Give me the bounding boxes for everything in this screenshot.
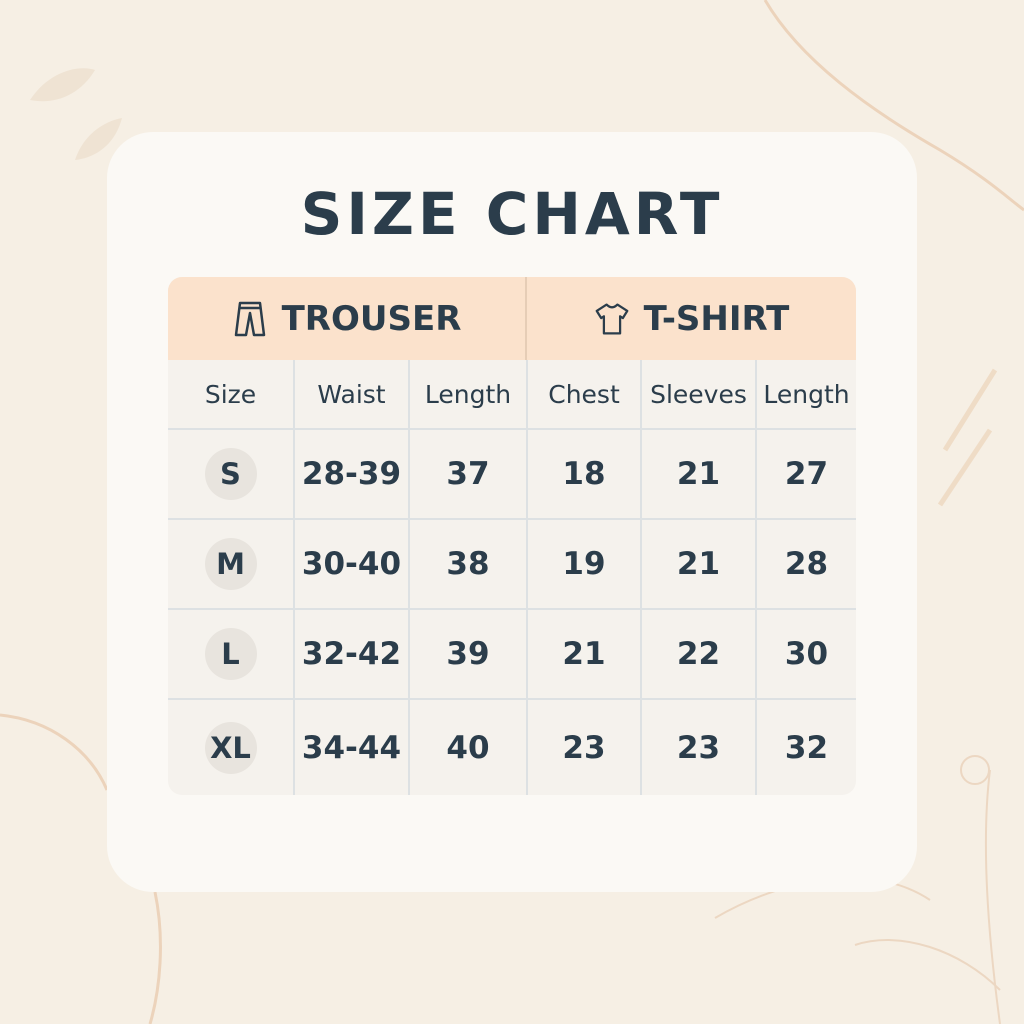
column-header: Waist bbox=[295, 360, 410, 430]
group-label: TROUSER bbox=[281, 298, 462, 339]
table-cell: 23 bbox=[528, 700, 642, 795]
table-cell: S bbox=[168, 430, 295, 520]
column-header: Length bbox=[410, 360, 528, 430]
cell-text: 21 bbox=[676, 546, 721, 582]
size-table: TROUSER T-SHIRT Size Waist Length Chest Slee… bbox=[168, 277, 856, 795]
table-cell: XL bbox=[168, 700, 295, 795]
table-cell: 34-44 bbox=[295, 700, 410, 795]
table-cell: L bbox=[168, 610, 295, 700]
column-header: Chest bbox=[528, 360, 642, 430]
table-cell: 23 bbox=[642, 700, 757, 795]
cell-text: Sleeves bbox=[650, 379, 747, 409]
cell-text: 40 bbox=[446, 729, 490, 766]
cell-text: 37 bbox=[446, 456, 490, 492]
table-cell: 27 bbox=[757, 430, 856, 520]
cell-text: 21 bbox=[676, 456, 721, 492]
size-badge: S bbox=[204, 448, 257, 500]
table-cell: 28 bbox=[757, 520, 856, 610]
cell-text: 28-39 bbox=[301, 456, 402, 492]
table-cell: 28-39 bbox=[295, 430, 410, 520]
table-cell: 32-42 bbox=[295, 610, 410, 700]
size-badge: M bbox=[204, 538, 257, 590]
table-cell: 21 bbox=[528, 610, 642, 700]
cell-text: Length bbox=[424, 379, 512, 409]
table-cell: 21 bbox=[642, 430, 757, 520]
table-cell: M bbox=[168, 520, 295, 610]
group-header-tshirt: T-SHIRT bbox=[527, 277, 856, 360]
column-header: Sleeves bbox=[642, 360, 757, 430]
cell-text: Chest bbox=[548, 379, 620, 409]
table-cell: 37 bbox=[410, 430, 528, 520]
cell-text: 39 bbox=[446, 636, 490, 672]
page-title: SIZE CHART bbox=[300, 180, 724, 248]
table-cell: 22 bbox=[642, 610, 757, 700]
column-header: Size bbox=[168, 360, 295, 430]
cell-text: 34-44 bbox=[301, 729, 402, 766]
cell-text: 23 bbox=[562, 729, 606, 766]
table-cell: 19 bbox=[528, 520, 642, 610]
cell-text: 32 bbox=[784, 729, 829, 766]
group-label: T-SHIRT bbox=[643, 298, 790, 339]
table-cell: 39 bbox=[410, 610, 528, 700]
cell-text: 19 bbox=[562, 546, 606, 582]
tshirt-icon bbox=[595, 302, 629, 335]
cell-text: 32-42 bbox=[301, 636, 402, 672]
cell-text: Size bbox=[204, 379, 257, 409]
cell-text: 23 bbox=[676, 729, 721, 766]
trouser-icon bbox=[234, 301, 265, 336]
table-cell: 40 bbox=[410, 700, 528, 795]
size-badge: XL bbox=[204, 721, 257, 774]
cell-text: Length bbox=[763, 379, 850, 409]
cell-text: 27 bbox=[784, 456, 829, 492]
cell-text: 30 bbox=[784, 636, 829, 672]
table-cell: 32 bbox=[757, 700, 856, 795]
table-cell: 30 bbox=[757, 610, 856, 700]
group-header-trouser: TROUSER bbox=[168, 277, 527, 360]
table-cell: 21 bbox=[642, 520, 757, 610]
cell-text: 30-40 bbox=[301, 546, 402, 582]
table-cell: 30-40 bbox=[295, 520, 410, 610]
cell-text: Waist bbox=[317, 379, 386, 409]
table-cell: 38 bbox=[410, 520, 528, 610]
cell-text: 18 bbox=[562, 456, 606, 492]
table-cell: 18 bbox=[528, 430, 642, 520]
cell-text: 28 bbox=[784, 546, 829, 582]
cell-text: 21 bbox=[562, 636, 606, 672]
size-badge: L bbox=[204, 628, 257, 680]
column-header: Length bbox=[757, 360, 856, 430]
cell-text: 38 bbox=[446, 546, 490, 582]
cell-text: 22 bbox=[676, 636, 721, 672]
